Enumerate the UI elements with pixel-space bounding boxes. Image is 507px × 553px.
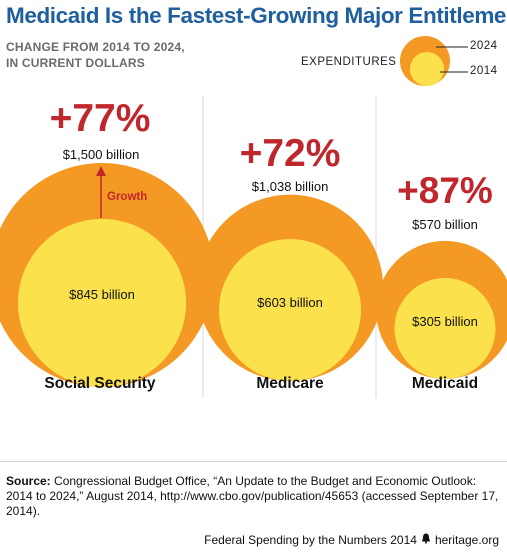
legend-title: EXPENDITURES xyxy=(301,56,397,68)
chart-subtitle: CHANGE FROM 2014 TO 2024, IN CURRENT DOL… xyxy=(6,39,256,71)
value-2024-social-security: $1,500 billion xyxy=(63,147,140,162)
subtitle-line-2: IN CURRENT DOLLARS xyxy=(6,56,145,70)
legend-year-2024: 2024 xyxy=(470,40,498,52)
value-2014-medicare: $603 billion xyxy=(257,295,323,310)
footer-publication: Federal Spending by the Numbers 2014 xyxy=(204,533,417,547)
value-2024-medicaid: $570 billion xyxy=(412,217,478,232)
source-text: Congressional Budget Office, “An Update … xyxy=(6,474,499,518)
source-label: Source: xyxy=(6,474,51,488)
bubble-2014-social-security xyxy=(17,218,187,387)
pct-change-medicare: +72% xyxy=(240,132,341,175)
legend xyxy=(400,36,468,86)
subtitle-line-1: CHANGE FROM 2014 TO 2024, xyxy=(6,40,185,54)
growth-label: Growth xyxy=(107,191,147,203)
value-2014-medicaid: $305 billion xyxy=(412,314,478,329)
footer: Federal Spending by the Numbers 2014 heri… xyxy=(204,533,499,547)
value-2024-medicare: $1,038 billion xyxy=(252,179,329,194)
category-label-social-security: Social Security xyxy=(44,375,156,392)
category-label-medicaid: Medicaid xyxy=(412,375,478,392)
bubble-2014-medicaid xyxy=(394,277,496,379)
growth-annotation: Growth xyxy=(96,166,147,218)
bubble-2014-medicare xyxy=(218,238,362,381)
footer-site: heritage.org xyxy=(434,533,499,547)
liberty-bell-icon xyxy=(421,533,431,547)
chart-title: Medicaid Is the Fastest-Growing Major En… xyxy=(6,3,507,28)
category-label-medicare: Medicare xyxy=(256,375,324,392)
value-2014-social-security: $845 billion xyxy=(69,287,135,302)
pct-change-social-security: +77% xyxy=(50,97,151,140)
bubbles xyxy=(0,163,507,387)
source-note: Source: Congressional Budget Office, “An… xyxy=(6,474,501,519)
legend-inner-circle xyxy=(410,52,444,86)
pct-change-medicaid: +87% xyxy=(397,170,493,211)
legend-year-2014: 2014 xyxy=(470,65,498,77)
growth-arrow-head xyxy=(96,166,106,176)
footer-divider xyxy=(0,461,507,462)
